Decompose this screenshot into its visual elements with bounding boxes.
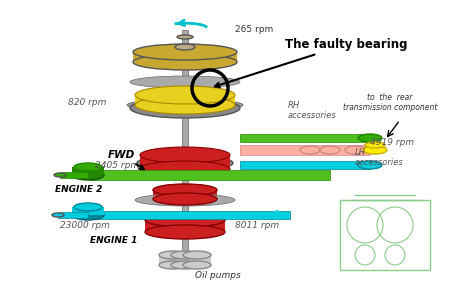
Ellipse shape bbox=[159, 261, 187, 269]
FancyBboxPatch shape bbox=[90, 170, 330, 180]
FancyBboxPatch shape bbox=[72, 167, 104, 175]
Ellipse shape bbox=[365, 142, 385, 148]
Ellipse shape bbox=[358, 134, 382, 142]
Ellipse shape bbox=[140, 161, 230, 177]
FancyBboxPatch shape bbox=[182, 30, 188, 260]
Ellipse shape bbox=[140, 147, 230, 163]
FancyBboxPatch shape bbox=[153, 190, 217, 199]
Ellipse shape bbox=[135, 86, 235, 104]
Ellipse shape bbox=[74, 163, 102, 171]
Text: 820 rpm: 820 rpm bbox=[68, 98, 106, 107]
FancyBboxPatch shape bbox=[240, 134, 370, 142]
FancyBboxPatch shape bbox=[240, 161, 370, 169]
FancyBboxPatch shape bbox=[159, 255, 187, 265]
Text: 2405 rpm: 2405 rpm bbox=[95, 161, 139, 170]
Ellipse shape bbox=[137, 155, 233, 171]
FancyBboxPatch shape bbox=[140, 155, 230, 169]
Ellipse shape bbox=[153, 193, 217, 205]
Ellipse shape bbox=[135, 194, 235, 206]
FancyBboxPatch shape bbox=[90, 211, 290, 219]
Ellipse shape bbox=[52, 213, 64, 217]
Ellipse shape bbox=[72, 170, 104, 180]
Ellipse shape bbox=[183, 261, 211, 269]
Ellipse shape bbox=[363, 146, 387, 154]
Text: 8011 rpm: 8011 rpm bbox=[235, 221, 279, 230]
Text: ENGINE 2: ENGINE 2 bbox=[55, 185, 102, 194]
Ellipse shape bbox=[300, 146, 320, 154]
FancyBboxPatch shape bbox=[240, 145, 370, 155]
Ellipse shape bbox=[153, 184, 217, 196]
FancyBboxPatch shape bbox=[72, 207, 104, 215]
Ellipse shape bbox=[74, 203, 102, 211]
Ellipse shape bbox=[54, 173, 66, 177]
Ellipse shape bbox=[345, 146, 365, 154]
FancyBboxPatch shape bbox=[58, 212, 88, 218]
Ellipse shape bbox=[177, 35, 193, 39]
Ellipse shape bbox=[130, 98, 240, 118]
Ellipse shape bbox=[171, 261, 199, 269]
Ellipse shape bbox=[145, 225, 225, 239]
FancyBboxPatch shape bbox=[171, 255, 199, 265]
Ellipse shape bbox=[133, 44, 237, 60]
Ellipse shape bbox=[171, 251, 199, 259]
Ellipse shape bbox=[145, 213, 225, 227]
Ellipse shape bbox=[127, 99, 243, 111]
Text: LH
accessories: LH accessories bbox=[355, 148, 404, 167]
Text: 4919 rpm: 4919 rpm bbox=[370, 138, 414, 147]
Text: Oil pumps: Oil pumps bbox=[195, 271, 241, 280]
Text: 265 rpm: 265 rpm bbox=[235, 25, 273, 34]
Ellipse shape bbox=[130, 76, 240, 88]
FancyBboxPatch shape bbox=[145, 220, 225, 232]
Text: The faulty bearing: The faulty bearing bbox=[215, 38, 408, 87]
Text: RH
accessories: RH accessories bbox=[288, 101, 337, 120]
Ellipse shape bbox=[183, 251, 211, 259]
Ellipse shape bbox=[159, 251, 187, 259]
Ellipse shape bbox=[175, 44, 195, 50]
FancyBboxPatch shape bbox=[133, 52, 237, 62]
FancyBboxPatch shape bbox=[183, 255, 211, 265]
FancyBboxPatch shape bbox=[60, 172, 88, 178]
Ellipse shape bbox=[133, 54, 237, 70]
Text: to  the  rear
transmission component: to the rear transmission component bbox=[343, 93, 437, 112]
Ellipse shape bbox=[135, 96, 235, 114]
Ellipse shape bbox=[320, 146, 340, 154]
Text: ENGINE 1: ENGINE 1 bbox=[90, 236, 137, 245]
FancyBboxPatch shape bbox=[135, 95, 235, 105]
Text: 23000 rpm: 23000 rpm bbox=[60, 221, 110, 230]
Ellipse shape bbox=[72, 210, 104, 220]
Ellipse shape bbox=[358, 161, 382, 169]
Text: FWD: FWD bbox=[108, 150, 144, 169]
